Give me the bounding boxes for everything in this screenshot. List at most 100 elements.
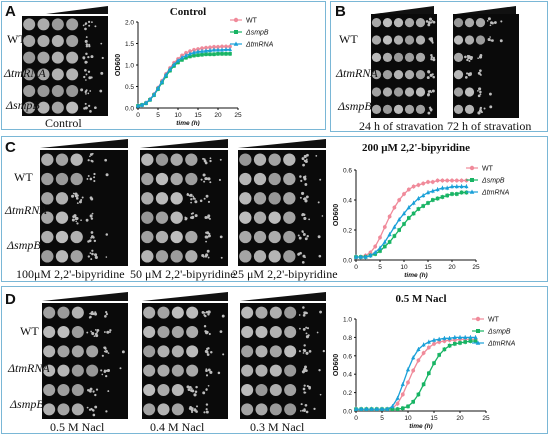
colony-spot xyxy=(239,172,252,186)
data-point xyxy=(440,178,445,183)
colony-spot xyxy=(51,84,64,98)
data-point xyxy=(143,100,149,105)
colony-spot xyxy=(157,364,170,377)
colony-dot xyxy=(207,177,211,181)
colony-spot xyxy=(70,230,83,244)
data-point xyxy=(377,245,383,250)
colony-dot xyxy=(86,406,89,409)
colony-dot xyxy=(301,261,305,264)
colony-dot xyxy=(315,154,318,157)
data-point xyxy=(378,249,382,253)
colony-dot xyxy=(469,72,472,76)
colony-spot xyxy=(23,101,36,114)
colony-spot xyxy=(255,364,268,377)
colony-spot xyxy=(255,383,268,397)
colony-dot xyxy=(85,36,88,38)
colony-spot xyxy=(170,211,183,224)
colony-spot xyxy=(155,153,169,166)
colony-spot xyxy=(141,250,154,263)
legend-marker xyxy=(469,165,475,171)
data-point xyxy=(212,52,216,57)
data-point xyxy=(406,205,411,210)
colony-dot xyxy=(79,200,82,204)
colony-spot xyxy=(255,345,268,358)
colony-dot xyxy=(85,79,87,81)
colony-dot xyxy=(84,23,87,26)
data-point xyxy=(224,52,228,56)
colony-spot xyxy=(241,364,254,377)
colony-dot xyxy=(205,330,208,334)
dilution-wedge xyxy=(374,6,434,14)
colony-dot xyxy=(87,92,90,95)
data-point xyxy=(402,222,406,226)
colony-spot xyxy=(170,192,183,205)
colony-dot xyxy=(75,197,79,200)
data-point xyxy=(192,53,196,58)
data-point xyxy=(382,225,387,229)
colony-spot xyxy=(170,250,183,263)
spot-plate xyxy=(371,14,437,118)
colony-dot xyxy=(105,311,108,314)
colony-dot xyxy=(207,200,211,203)
colony-spot xyxy=(453,35,464,45)
colony-dot xyxy=(431,20,434,22)
colony-spot xyxy=(393,104,404,114)
data-point xyxy=(369,406,374,411)
colony-spot xyxy=(382,35,393,45)
data-point xyxy=(426,345,431,350)
legend-label: ΔtmRNA xyxy=(487,341,516,348)
colony-dot xyxy=(205,410,209,414)
colony-dot xyxy=(302,163,305,167)
colony-spot xyxy=(157,383,170,397)
colony-dot xyxy=(321,215,324,217)
colony-dot xyxy=(74,216,78,220)
colony-dot xyxy=(76,222,79,225)
data-point xyxy=(445,185,450,190)
colony-spot xyxy=(253,153,267,166)
colony-dot xyxy=(85,73,88,76)
colony-dot xyxy=(494,21,497,24)
strain-label-tmrna: ΔtmRNA xyxy=(5,203,47,217)
colony-dot xyxy=(206,249,210,253)
colony-dot xyxy=(306,158,308,161)
colony-spot xyxy=(43,325,56,339)
legend-label: ΔsmpB xyxy=(487,329,511,336)
colony-dot xyxy=(302,387,306,391)
colony-spot xyxy=(41,153,54,166)
colony-dot xyxy=(305,195,309,199)
colony-dot xyxy=(298,314,301,316)
colony-dot xyxy=(205,374,209,377)
series-line xyxy=(137,48,230,107)
colony-dot xyxy=(96,331,99,334)
colony-dot xyxy=(94,312,98,316)
colony-spot xyxy=(141,153,154,166)
panel-d-letter: D xyxy=(5,291,16,308)
colony-dot xyxy=(104,158,108,162)
colony-dot xyxy=(203,411,206,414)
colony-dot xyxy=(85,43,88,46)
colony-spot xyxy=(284,364,297,377)
data-point xyxy=(450,192,454,196)
y-tick-label: 0.6 xyxy=(343,353,352,360)
data-point xyxy=(430,188,435,193)
colony-spot xyxy=(415,104,426,114)
colony-dot xyxy=(90,407,93,411)
data-point xyxy=(385,406,390,411)
colony-dot xyxy=(202,391,206,395)
colony-dot xyxy=(218,178,222,182)
colony-dot xyxy=(107,390,110,392)
legend-marker xyxy=(476,329,480,333)
colony-dot xyxy=(94,255,98,259)
colony-dot xyxy=(88,76,92,80)
colony-dot xyxy=(303,344,306,347)
colony-dot xyxy=(316,331,319,334)
colony-dot xyxy=(308,350,312,353)
colony-dot xyxy=(84,102,87,105)
x-tick-label: 15 xyxy=(194,112,202,119)
data-point xyxy=(364,406,369,411)
colony-dot xyxy=(90,159,94,163)
colony-spot xyxy=(186,364,199,377)
colony-dot xyxy=(204,161,208,165)
colony-dot xyxy=(499,39,503,43)
colony-spot xyxy=(284,403,297,416)
